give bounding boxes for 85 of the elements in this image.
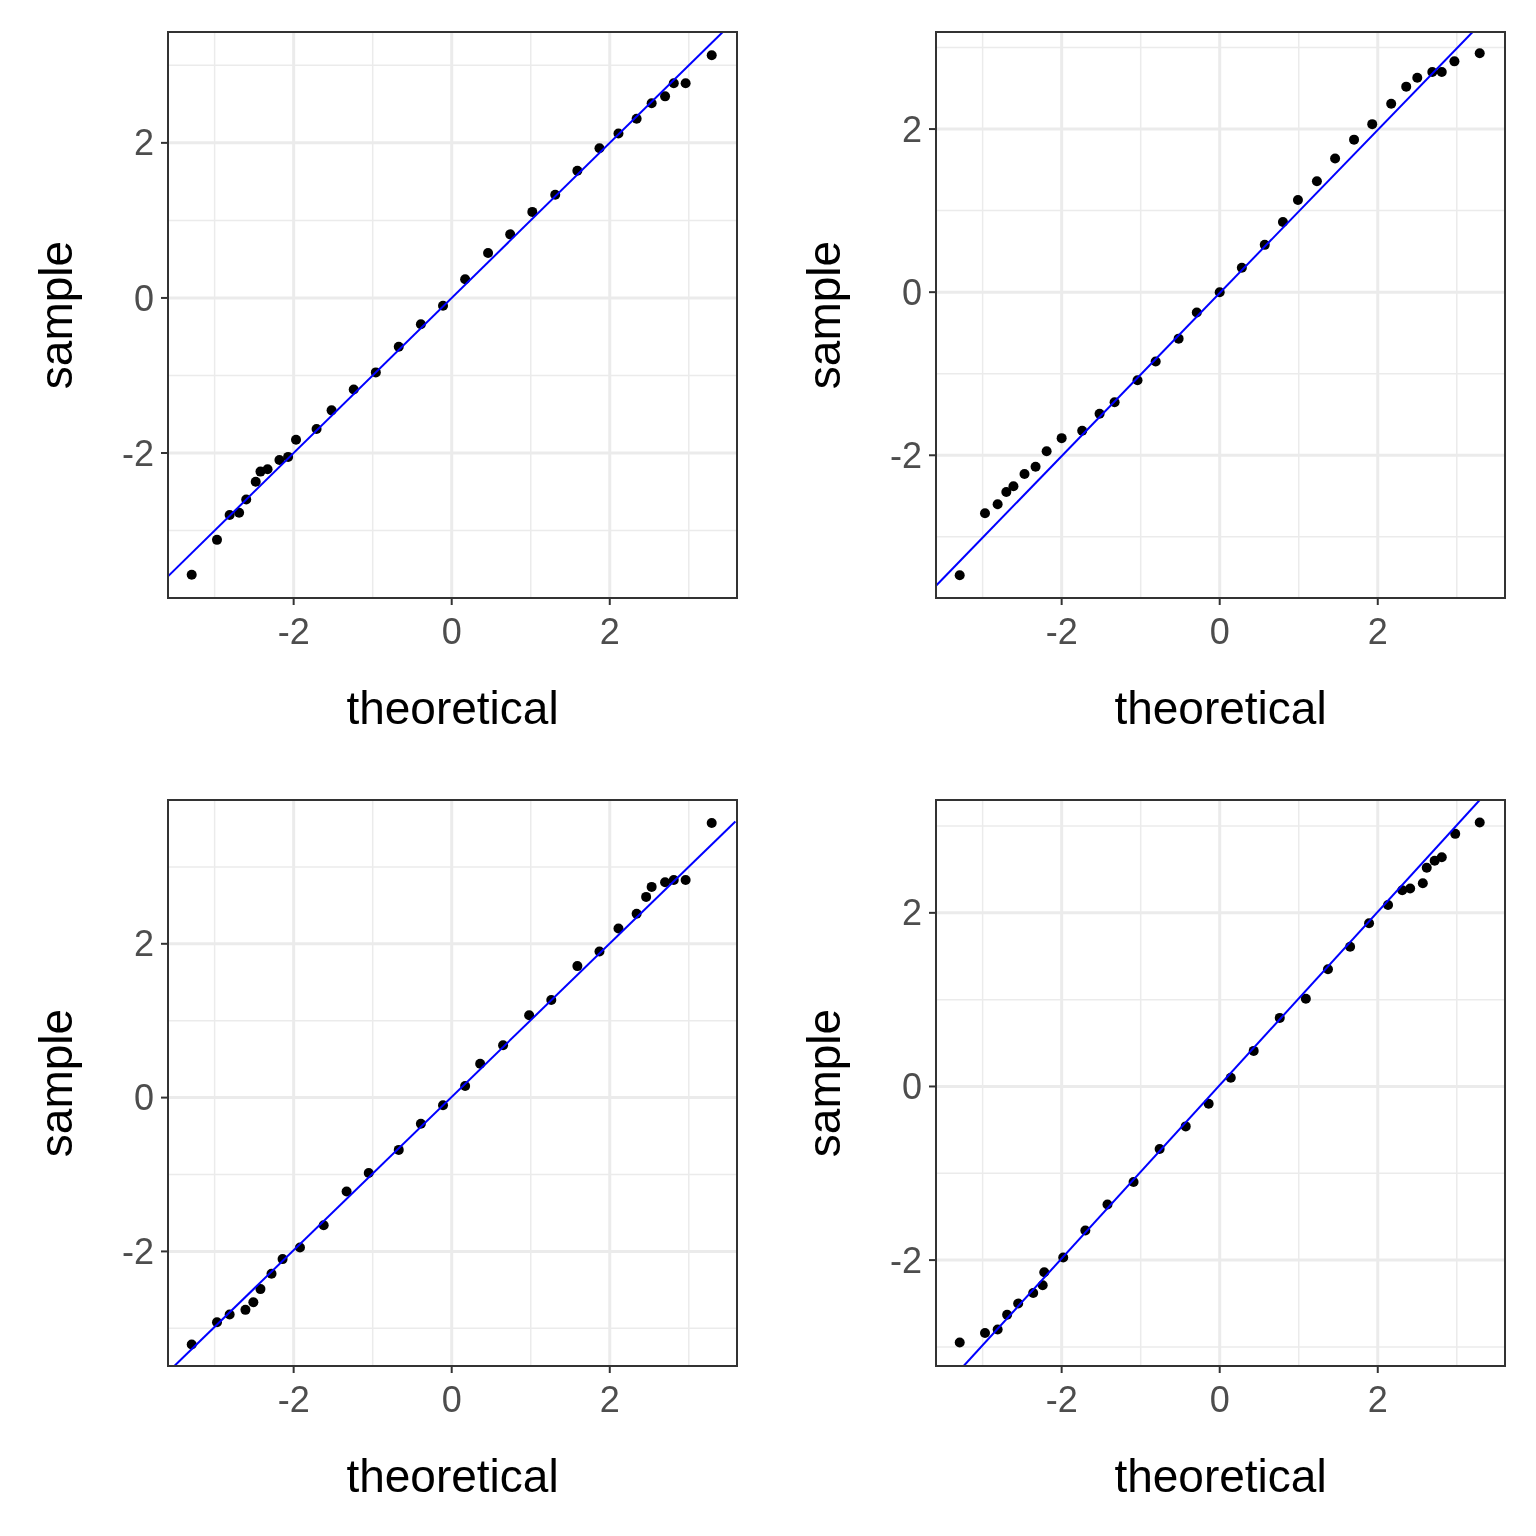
point <box>1386 98 1397 109</box>
x-tick-label: 0 <box>441 611 462 652</box>
point <box>1436 66 1447 77</box>
point <box>524 1010 535 1021</box>
point <box>1401 81 1412 92</box>
y-axis-title: sample <box>798 240 850 390</box>
x-axis-title: theoretical <box>1114 682 1327 734</box>
point <box>274 454 285 465</box>
point <box>680 874 691 885</box>
point <box>1449 56 1460 67</box>
point <box>1450 828 1461 839</box>
point <box>992 499 1003 510</box>
point <box>234 507 245 518</box>
y-tick-label: -2 <box>889 434 922 476</box>
point <box>1001 486 1012 497</box>
x-tick-label: 0 <box>441 1379 462 1420</box>
x-axis-title: theoretical <box>346 682 559 734</box>
point <box>1030 461 1041 472</box>
y-tick-label: 2 <box>901 892 922 934</box>
y-axis-title: sample <box>30 1008 82 1158</box>
x-tick-label: 2 <box>1367 611 1388 652</box>
point <box>680 78 691 89</box>
x-tick-label: 0 <box>1209 1379 1230 1420</box>
y-tick-label: -2 <box>889 1239 922 1281</box>
point <box>1330 153 1341 164</box>
x-tick-label: -2 <box>277 611 310 652</box>
point <box>1292 195 1303 206</box>
point <box>483 247 494 258</box>
point <box>291 434 302 445</box>
y-tick-label: -2 <box>121 1231 154 1273</box>
y-axis-title: sample <box>798 1008 850 1158</box>
point <box>660 91 671 102</box>
point <box>1203 1098 1214 1109</box>
point <box>248 1297 259 1308</box>
y-axis-title: sample <box>30 240 82 390</box>
point <box>1474 817 1485 828</box>
y-tick-label: 0 <box>133 277 154 319</box>
x-axis-title: theoretical <box>346 1450 559 1502</box>
point <box>186 569 197 580</box>
y-tick-label: 2 <box>133 923 154 965</box>
x-axis-title: theoretical <box>1114 1450 1327 1502</box>
x-tick-label: -2 <box>277 1379 310 1420</box>
x-tick-label: 2 <box>1367 1379 1388 1420</box>
point <box>1436 852 1447 863</box>
point <box>572 961 583 972</box>
point <box>1041 446 1052 457</box>
point <box>660 877 671 888</box>
point <box>980 1328 990 1339</box>
x-tick-label: 2 <box>599 611 620 652</box>
point <box>212 534 222 545</box>
point <box>1474 48 1485 59</box>
point <box>1417 878 1428 889</box>
y-tick-label: -2 <box>121 432 154 474</box>
point <box>1019 469 1030 480</box>
point <box>250 476 261 487</box>
point <box>954 1337 965 1348</box>
point <box>1008 481 1019 492</box>
point <box>1421 862 1432 873</box>
point <box>527 206 538 217</box>
x-tick-label: 2 <box>599 1379 620 1420</box>
point <box>954 570 965 581</box>
y-tick-label: 0 <box>901 271 922 313</box>
point <box>240 1304 251 1315</box>
x-tick-label: -2 <box>1045 611 1078 652</box>
point <box>1349 134 1360 145</box>
point <box>706 818 717 829</box>
x-tick-label: 0 <box>1209 611 1230 652</box>
point <box>341 1186 352 1197</box>
point <box>1367 119 1378 130</box>
point <box>641 891 652 902</box>
y-tick-label: 0 <box>901 1066 922 1108</box>
y-tick-label: 2 <box>901 108 922 150</box>
x-tick-label: -2 <box>1045 1379 1078 1420</box>
point <box>1405 883 1416 894</box>
point <box>1311 176 1322 187</box>
point <box>1300 993 1311 1004</box>
point <box>1412 72 1423 83</box>
point <box>262 464 273 475</box>
point <box>980 508 990 519</box>
point <box>505 229 516 240</box>
point <box>706 50 717 61</box>
y-tick-label: 0 <box>133 1077 154 1119</box>
point <box>1056 433 1067 444</box>
y-tick-label: 2 <box>133 122 154 164</box>
point <box>646 881 657 892</box>
